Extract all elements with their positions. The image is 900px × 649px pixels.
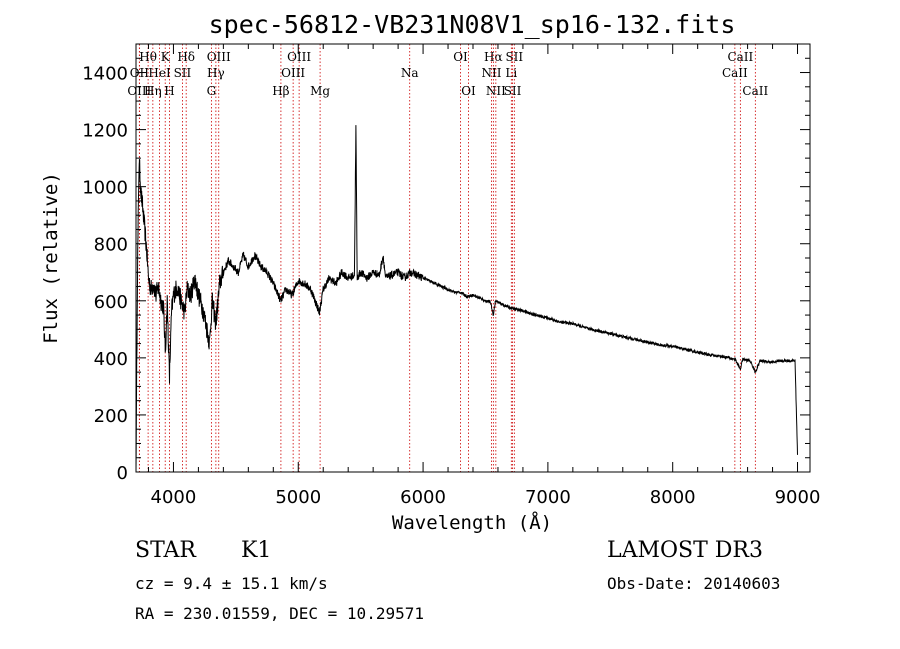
marker-label-13: OIII [281,66,305,80]
y-axis-label: Flux (relative) [40,172,62,344]
marker-label-11: SII [174,66,192,80]
x-tick-label-1: 5000 [275,487,321,508]
marker-label-8: CaII [727,50,753,64]
marker-label-2: Hδ [177,50,195,64]
y-tick-label-5: 1000 [82,178,128,199]
coordinates: RA = 230.01559, DEC = 10.29571 [135,604,424,623]
chart-title: spec-56812-VB231N08V1_sp16-132.fits [209,10,736,39]
y-tick-label-4: 800 [94,235,128,256]
y-tick-label-7: 1400 [82,64,128,85]
spectrum-layer [135,125,798,473]
y-tick-label-3: 600 [94,292,128,313]
marker-label-14: Na [401,66,419,80]
marker-label-22: Hβ [272,84,289,98]
y-tick-label-1: 200 [94,406,128,427]
marker-label-19: Hη [144,84,162,98]
marker-label-3: OIII [207,50,231,64]
x-tick-label-3: 7000 [525,487,571,508]
marker-label-10: HeI [148,66,171,80]
axis-ticks: 4000 5000 6000 7000 8000 9000 0 200 400 600 800 100… [82,44,820,508]
marker-label-27: CaII [742,84,768,98]
x-tick-label-4: 8000 [650,487,696,508]
survey-name: LAMOST DR3 [607,538,763,563]
object-subclass: K1 [241,538,272,563]
y-tick-label-2: 400 [94,349,128,370]
x-tick-label-2: 6000 [400,487,446,508]
plot-frame [135,43,811,473]
marker-label-21: G [207,84,217,98]
x-axis-label: Wavelength (Å) [392,511,552,534]
marker-label-6: Hα [484,50,503,64]
y-tick-label-0: 0 [117,463,128,484]
marker-label-5: OI [453,50,468,64]
marker-label-26: SII [504,84,522,98]
marker-label-4: OIII [287,50,311,64]
marker-label-1: K [161,50,171,64]
marker-label-12: Hγ [207,66,225,80]
redshift-info: cz = 9.4 ± 15.1 km/s [135,574,328,593]
x-tick-label-0: 4000 [151,487,197,508]
marker-label-17: CaII [722,66,748,80]
marker-label-20: H [164,84,174,98]
marker-label-7: SII [505,50,523,64]
marker-label-25: NII [486,84,506,98]
marker-label-18: OIII [127,84,151,98]
object-class: STAR [135,538,196,563]
marker-label-15: NII [481,66,501,80]
marker-label-23: Mg [310,84,330,98]
marker-label-24: OI [461,84,476,98]
spectrum-line [135,125,798,473]
marker-label-16: Li [505,66,517,80]
x-tick-label-5: 9000 [775,487,821,508]
y-tick-label-6: 1200 [82,121,128,142]
obs-date: Obs-Date: 20140603 [607,574,781,593]
marker-label-0: Hθ [139,50,157,64]
